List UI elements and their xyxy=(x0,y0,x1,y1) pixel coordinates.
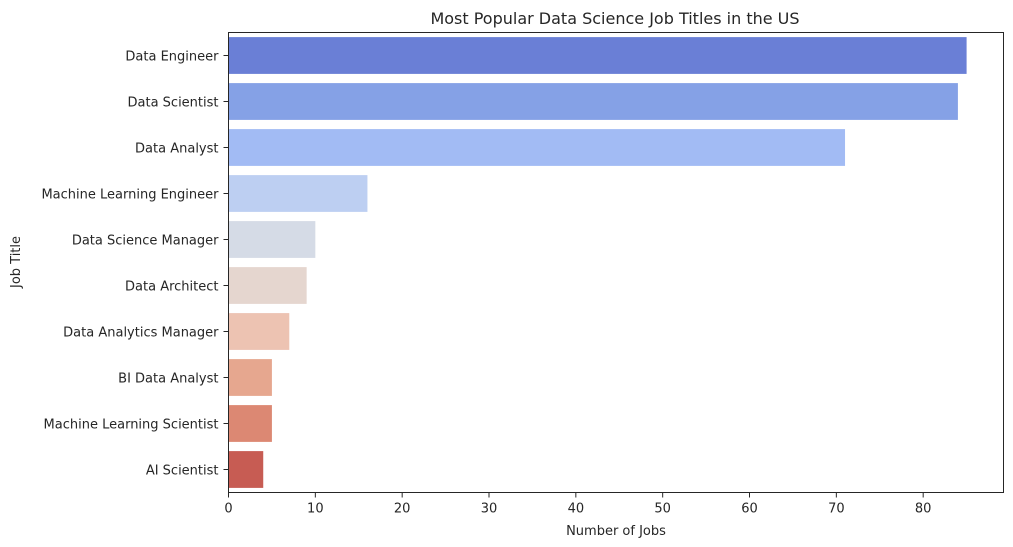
y-tick-label: Data Architect xyxy=(125,280,218,295)
y-tick-label: Data Analyst xyxy=(135,142,218,157)
x-tick-label: 0 xyxy=(224,502,232,517)
plot-frame xyxy=(228,32,1004,493)
x-tick-label: 50 xyxy=(654,502,671,517)
y-tick-label: Data Scientist xyxy=(128,96,219,111)
bar-4 xyxy=(228,221,316,258)
bar-6 xyxy=(228,313,290,350)
x-tick-label: 70 xyxy=(828,502,845,517)
bar-8 xyxy=(228,405,272,442)
y-tick-label: Machine Learning Scientist xyxy=(44,418,219,433)
x-tick-label: 80 xyxy=(915,502,932,517)
x-axis-label: Number of Jobs xyxy=(566,524,666,539)
bars-layer xyxy=(228,37,967,488)
bar-1 xyxy=(228,83,958,120)
bar-7 xyxy=(228,359,272,396)
ticks-layer: Data Engineer Data Scientist Data Analyst M… xyxy=(41,50,931,517)
bar-5 xyxy=(228,267,307,304)
x-tick-label: 60 xyxy=(741,502,758,517)
x-tick-label: 30 xyxy=(481,502,498,517)
x-tick-label: 40 xyxy=(568,502,585,517)
bar-9 xyxy=(228,451,264,488)
y-tick-label: Data Engineer xyxy=(125,50,219,65)
x-tick-label: 20 xyxy=(394,502,411,517)
y-axis-label: Job Title xyxy=(9,236,24,289)
bar-2 xyxy=(228,129,846,166)
bar-3 xyxy=(228,175,368,212)
y-tick-label: Data Science Manager xyxy=(72,234,219,249)
y-tick-label: BI Data Analyst xyxy=(118,372,218,387)
y-tick-label: Data Analytics Manager xyxy=(63,326,219,341)
y-tick-label: Machine Learning Engineer xyxy=(41,188,219,203)
chart-title: Most Popular Data Science Job Titles in … xyxy=(430,9,799,28)
y-tick-label: AI Scientist xyxy=(146,464,219,479)
bar-0 xyxy=(228,37,967,74)
x-tick-label: 10 xyxy=(307,502,324,517)
